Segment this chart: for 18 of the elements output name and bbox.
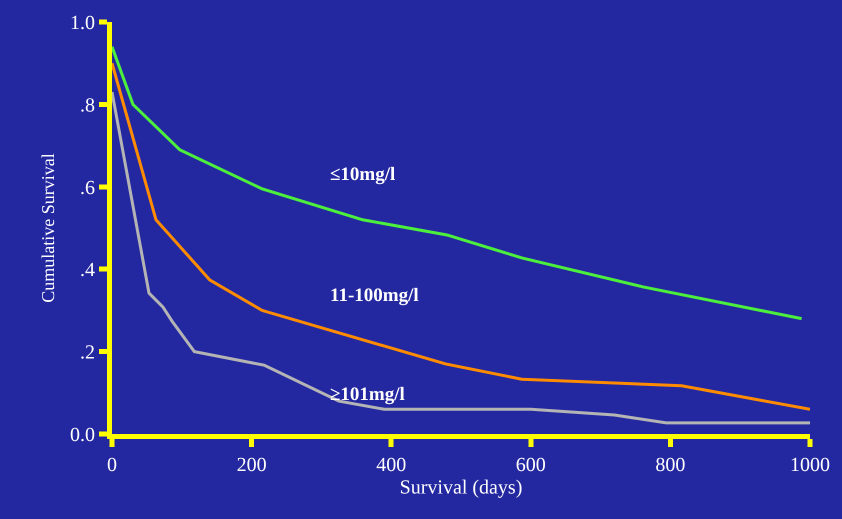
series-label: ≥101mg/l (330, 384, 405, 405)
x-tick-label: 0 (107, 454, 117, 476)
x-tick-label: 200 (236, 454, 267, 476)
y-tick-label: 1.0 (70, 12, 95, 34)
y-tick-label: 0.0 (70, 424, 95, 446)
y-tick-label: .8 (80, 94, 95, 116)
x-tick-label: 600 (516, 454, 546, 476)
x-tick-label: 1000 (790, 454, 830, 476)
series-label: ≤10mg/l (330, 164, 396, 185)
y-axis-title: Cumulative Survival (38, 153, 58, 303)
x-tick-label: 800 (655, 454, 686, 476)
y-tick-label: .6 (80, 176, 95, 199)
line-series (112, 45, 804, 320)
y-tick-label: .4 (80, 259, 95, 282)
x-tick-label: 400 (376, 454, 406, 476)
x-axis-title: Survival (days) (400, 476, 522, 498)
series-label: 11-100mg/l (330, 285, 419, 306)
y-tick-label: .2 (80, 342, 95, 364)
